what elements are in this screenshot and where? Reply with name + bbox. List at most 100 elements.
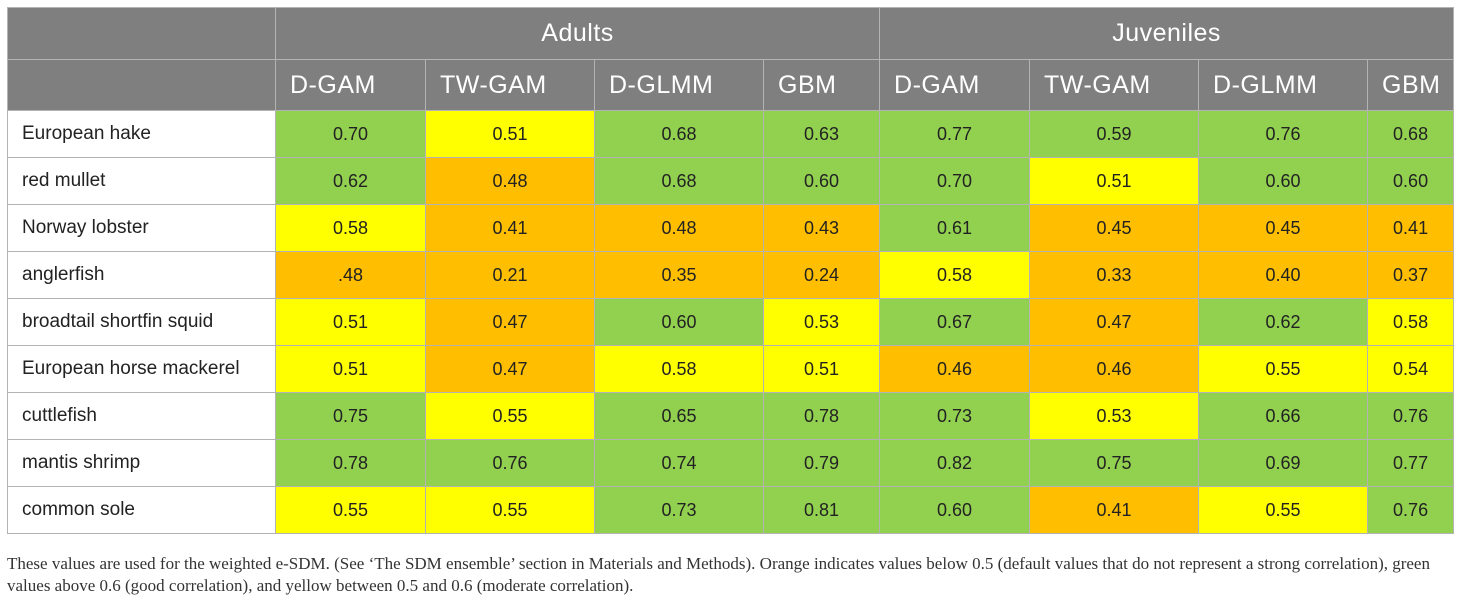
value-cell: 0.41 xyxy=(425,204,595,252)
value-cell: 0.59 xyxy=(1029,110,1200,158)
value-cell: 0.47 xyxy=(425,298,595,346)
value-cell: 0.51 xyxy=(1029,157,1200,205)
value-cell: 0.75 xyxy=(1029,439,1200,487)
value-cell: 0.48 xyxy=(425,157,595,205)
value-cell: 0.60 xyxy=(594,298,764,346)
table-footnote: These values are used for the weighted e… xyxy=(7,554,1430,595)
group-adults: Adults xyxy=(274,7,881,60)
species-name: broadtail shortfin squid xyxy=(7,298,276,346)
value-cell: 0.81 xyxy=(762,486,881,534)
value-cell: 0.41 xyxy=(1029,486,1200,534)
value-cell: 0.55 xyxy=(275,486,426,534)
value-cell: 0.58 xyxy=(879,251,1031,299)
value-cell: 0.43 xyxy=(762,204,881,252)
value-cell: 0.33 xyxy=(1029,251,1200,299)
value-cell: 0.78 xyxy=(275,439,426,487)
value-cell: 0.76 xyxy=(425,439,595,487)
value-cell: 0.58 xyxy=(275,204,426,252)
value-cell: 0.75 xyxy=(275,392,426,440)
value-cell: 0.82 xyxy=(879,439,1031,487)
value-cell: 0.58 xyxy=(1367,298,1455,346)
value-cell: 0.46 xyxy=(1029,345,1200,393)
corner-cell xyxy=(7,7,276,60)
value-cell: 0.67 xyxy=(879,298,1031,346)
value-cell: 0.24 xyxy=(762,251,881,299)
species-name: mantis shrimp xyxy=(7,439,276,487)
value-cell: 0.51 xyxy=(425,110,595,158)
value-cell: 0.77 xyxy=(1367,439,1455,487)
value-cell: 0.53 xyxy=(1029,392,1200,440)
value-cell: 0.77 xyxy=(879,110,1031,158)
value-cell: 0.70 xyxy=(879,157,1031,205)
value-cell: 0.76 xyxy=(1367,486,1455,534)
value-cell: 0.58 xyxy=(594,345,764,393)
value-cell: 0.45 xyxy=(1198,204,1369,252)
species-name: red mullet xyxy=(7,157,276,205)
model-header: GBM xyxy=(762,59,881,111)
value-cell: 0.55 xyxy=(425,392,595,440)
table-row: cuttlefish 0.75 0.55 0.65 0.78 0.73 0.53 0.66 0.… xyxy=(7,392,1455,440)
value-cell: 0.54 xyxy=(1367,345,1455,393)
model-header: D-GLMM xyxy=(594,59,764,111)
table-row: anglerfish .48 0.21 0.35 0.24 0.58 0.33 0.40 0.3… xyxy=(7,251,1455,299)
value-cell: 0.51 xyxy=(762,345,881,393)
corner-cell-2 xyxy=(7,59,276,111)
value-cell: 0.41 xyxy=(1367,204,1455,252)
table-row: mantis shrimp 0.78 0.76 0.74 0.79 0.82 0.75 0.6… xyxy=(7,439,1455,487)
value-cell: 0.53 xyxy=(762,298,881,346)
correlation-table: Adults Juveniles D-GAM TW-GAM D-GLMM GBM… xyxy=(7,7,1455,534)
value-cell: 0.60 xyxy=(1198,157,1369,205)
value-cell: 0.62 xyxy=(1198,298,1369,346)
value-cell: 0.60 xyxy=(762,157,881,205)
value-cell: .48 xyxy=(275,251,426,299)
value-cell: 0.69 xyxy=(1198,439,1369,487)
value-cell: 0.62 xyxy=(275,157,426,205)
value-cell: 0.73 xyxy=(879,392,1031,440)
value-cell: 0.76 xyxy=(1367,392,1455,440)
value-cell: 0.68 xyxy=(594,110,764,158)
value-cell: 0.78 xyxy=(762,392,881,440)
value-cell: 0.73 xyxy=(594,486,764,534)
table-row: common sole 0.55 0.55 0.73 0.81 0.60 0.41 0.55 0… xyxy=(7,486,1455,534)
value-cell: 0.61 xyxy=(879,204,1031,252)
value-cell: 0.35 xyxy=(594,251,764,299)
table-row: red mullet 0.62 0.48 0.68 0.60 0.70 0.51 0.60 0.… xyxy=(7,157,1455,205)
group-juveniles: Juveniles xyxy=(879,7,1455,60)
value-cell: 0.46 xyxy=(879,345,1031,393)
value-cell: 0.55 xyxy=(1198,486,1369,534)
species-name: cuttlefish xyxy=(7,392,276,440)
value-cell: 0.68 xyxy=(1367,110,1455,158)
model-header: D-GLMM xyxy=(1198,59,1369,111)
table-row: Norway lobster 0.58 0.41 0.48 0.43 0.61 0.45 0.… xyxy=(7,204,1455,252)
value-cell: 0.65 xyxy=(594,392,764,440)
value-cell: 0.70 xyxy=(275,110,426,158)
value-cell: 0.60 xyxy=(1367,157,1455,205)
value-cell: 0.45 xyxy=(1029,204,1200,252)
species-name: anglerfish xyxy=(7,251,276,299)
value-cell: 0.47 xyxy=(1029,298,1200,346)
model-header: GBM xyxy=(1367,59,1455,111)
table-row: European horse mackerel 0.51 0.47 0.58 0.51 0… xyxy=(7,345,1455,393)
value-cell: 0.55 xyxy=(425,486,595,534)
model-header: TW-GAM xyxy=(425,59,595,111)
species-name: common sole xyxy=(7,486,276,534)
value-cell: 0.47 xyxy=(425,345,595,393)
table-row: European hake 0.70 0.51 0.68 0.63 0.77 0.59 0.7… xyxy=(7,110,1455,158)
value-cell: 0.60 xyxy=(879,486,1031,534)
value-cell: 0.40 xyxy=(1198,251,1369,299)
table-row: broadtail shortfin squid 0.51 0.47 0.60 0.53… xyxy=(7,298,1455,346)
value-cell: 0.66 xyxy=(1198,392,1369,440)
value-cell: 0.68 xyxy=(594,157,764,205)
species-name: Norway lobster xyxy=(7,204,276,252)
value-cell: 0.51 xyxy=(275,345,426,393)
value-cell: 0.48 xyxy=(594,204,764,252)
value-cell: 0.37 xyxy=(1367,251,1455,299)
value-cell: 0.21 xyxy=(425,251,595,299)
value-cell: 0.51 xyxy=(275,298,426,346)
value-cell: 0.76 xyxy=(1198,110,1369,158)
value-cell: 0.74 xyxy=(594,439,764,487)
model-header-row: D-GAM TW-GAM D-GLMM GBM D-GAM TW-GAM D-G… xyxy=(7,59,1455,111)
value-cell: 0.63 xyxy=(762,110,881,158)
model-header: D-GAM xyxy=(275,59,426,111)
value-cell: 0.55 xyxy=(1198,345,1369,393)
